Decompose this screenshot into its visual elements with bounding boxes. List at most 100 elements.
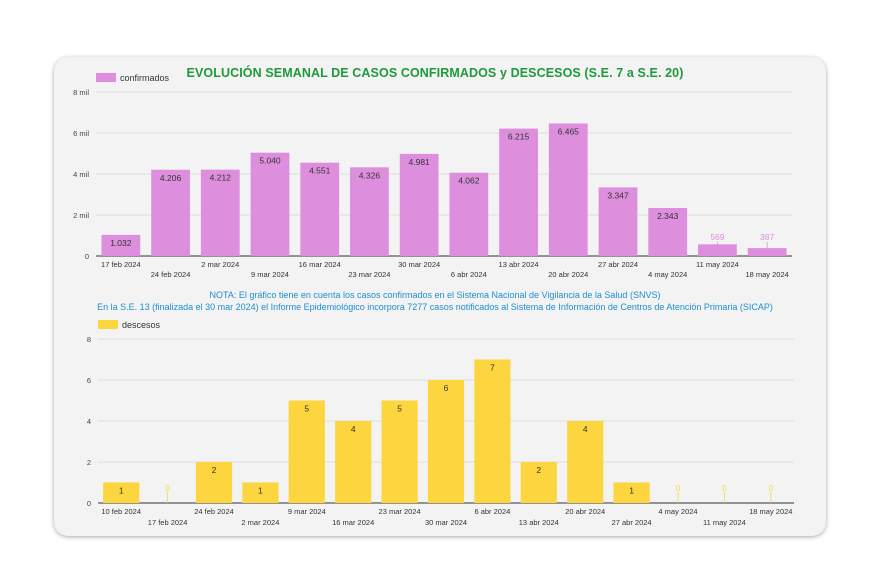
data-label: 0 (676, 484, 681, 493)
data-label: 6.215 (508, 132, 530, 142)
data-label: 6.465 (558, 126, 580, 136)
data-label: 4.551 (309, 166, 331, 176)
bar (200, 169, 240, 256)
legend-swatch (98, 320, 118, 329)
data-label: 2 (212, 465, 217, 475)
x-tick-label: 16 mar 2024 (332, 518, 374, 527)
x-tick-label: 11 may 2024 (703, 518, 746, 527)
bar (151, 169, 190, 256)
bar (520, 462, 557, 503)
x-tick-label: 30 mar 2024 (425, 518, 467, 527)
bar (381, 400, 418, 503)
bar (288, 400, 325, 503)
x-tick-label: 2 mar 2024 (241, 518, 279, 527)
x-tick-label: 24 feb 2024 (151, 270, 191, 279)
bar (449, 172, 489, 256)
x-tick-label: 27 abr 2024 (612, 518, 652, 527)
y-tick-label: 8 (87, 335, 91, 344)
x-tick-label: 30 mar 2024 (398, 260, 440, 269)
bar (567, 421, 604, 503)
data-label: 4 (351, 424, 356, 434)
x-tick-label: 4 may 2024 (658, 507, 697, 516)
x-tick-label: 6 abr 2024 (474, 507, 510, 516)
data-label: 2.343 (657, 211, 679, 221)
data-label: 1 (119, 486, 124, 496)
bar (195, 462, 233, 503)
y-tick-label: 6 (87, 376, 91, 385)
bar (101, 234, 141, 256)
bar (300, 162, 340, 256)
bar (598, 187, 638, 256)
data-label: 569 (710, 232, 724, 242)
data-label: 4.981 (409, 157, 431, 167)
legend-label: confirmados (120, 73, 170, 83)
x-tick-label: 20 abr 2024 (548, 270, 588, 279)
bar (350, 167, 389, 256)
bar (548, 123, 588, 256)
x-tick-label: 18 may 2024 (745, 270, 788, 279)
x-tick-label: 13 abr 2024 (499, 260, 539, 269)
bar (747, 248, 787, 256)
y-tick-label: 0 (87, 499, 91, 508)
y-tick-label: 8 mil (73, 88, 89, 97)
y-tick-label: 4 mil (73, 170, 89, 179)
data-label: 0 (769, 484, 774, 493)
x-tick-label: 20 abr 2024 (565, 507, 605, 516)
note-line-2: En la S.E. 13 (finalizada el 30 mar 2024… (97, 302, 773, 312)
y-tick-label: 2 (87, 458, 91, 467)
data-label: 7 (490, 363, 495, 373)
bar (399, 153, 439, 256)
data-label: 3.347 (607, 190, 629, 200)
x-tick-label: 23 mar 2024 (348, 270, 390, 279)
x-tick-label: 18 may 2024 (749, 507, 792, 516)
x-tick-label: 23 mar 2024 (379, 507, 421, 516)
bar (499, 128, 538, 256)
data-label: 4 (583, 424, 588, 434)
x-tick-label: 24 feb 2024 (194, 507, 234, 516)
data-label: 0 (165, 484, 170, 493)
data-label: 4.326 (359, 170, 381, 180)
legend-swatch (96, 73, 116, 82)
bar (250, 152, 290, 256)
y-tick-label: 2 mil (73, 211, 89, 220)
data-label: 0 (722, 484, 727, 493)
x-tick-label: 2 mar 2024 (201, 260, 239, 269)
data-label: 5 (304, 404, 309, 414)
y-tick-label: 4 (87, 417, 91, 426)
x-tick-label: 17 feb 2024 (101, 260, 141, 269)
data-label: 1 (629, 486, 634, 496)
x-tick-label: 9 mar 2024 (251, 270, 289, 279)
x-tick-label: 17 feb 2024 (148, 518, 188, 527)
data-label: 1 (258, 486, 263, 496)
bar (242, 482, 279, 503)
x-tick-label: 13 abr 2024 (519, 518, 559, 527)
data-label: 4.212 (210, 173, 232, 183)
x-tick-label: 6 abr 2024 (451, 270, 487, 279)
data-label: 2 (536, 465, 541, 475)
data-label: 5 (397, 404, 402, 414)
bar (648, 207, 688, 256)
bar (613, 482, 650, 503)
data-label: 5.040 (259, 156, 281, 166)
x-tick-label: 4 may 2024 (648, 270, 687, 279)
data-label: 6 (444, 383, 449, 393)
bar (335, 421, 372, 503)
x-tick-label: 27 abr 2024 (598, 260, 638, 269)
y-tick-label: 6 mil (73, 129, 89, 138)
bar (698, 244, 737, 256)
data-label: 4.062 (458, 176, 480, 186)
x-tick-label: 10 feb 2024 (101, 507, 141, 516)
legend-label: descesos (122, 320, 161, 330)
bar (427, 380, 465, 503)
y-tick-label: 0 (85, 252, 89, 261)
x-tick-label: 16 mar 2024 (299, 260, 341, 269)
bar (474, 359, 511, 503)
x-tick-label: 11 may 2024 (696, 260, 739, 269)
x-tick-label: 9 mar 2024 (288, 507, 326, 516)
data-label: 1.032 (110, 238, 132, 248)
data-label: 4.206 (160, 173, 182, 183)
bar (103, 482, 140, 503)
chart-title: EVOLUCIÓN SEMANAL DE CASOS CONFIRMADOS y… (186, 66, 684, 80)
